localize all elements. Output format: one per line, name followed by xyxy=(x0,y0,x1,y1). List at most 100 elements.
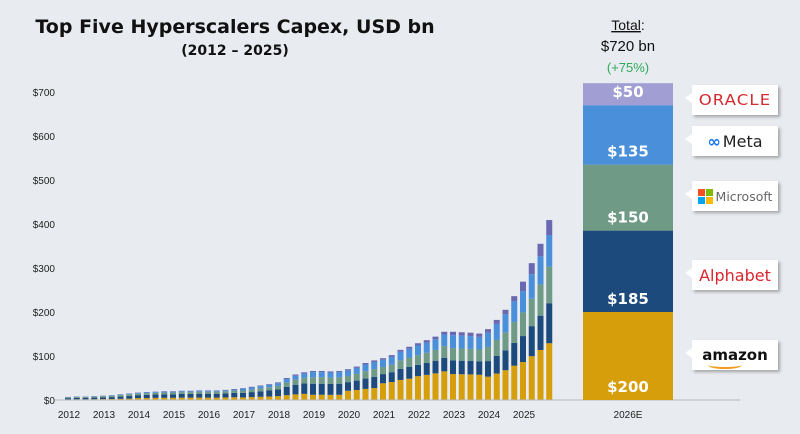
bar-segment-meta xyxy=(432,339,439,350)
bar-segment-microsoft xyxy=(135,393,141,396)
bar-stack xyxy=(485,329,491,400)
bar-segment-amazon xyxy=(222,397,229,400)
bar-stack xyxy=(520,281,526,400)
bar-segment-microsoft xyxy=(485,346,491,362)
forecast-segment-meta xyxy=(583,105,673,165)
bar-segment-meta xyxy=(170,391,176,393)
bar-segment-oracle xyxy=(345,369,351,371)
bar-segment-meta xyxy=(380,359,386,367)
bar-stack xyxy=(135,392,141,400)
bar-segment-oracle xyxy=(283,378,290,380)
growth-label: (+75%) xyxy=(607,60,649,75)
bar-segment-meta xyxy=(178,391,185,393)
bar-segment-alphabet xyxy=(423,362,430,375)
bar-segment-amazon xyxy=(275,396,281,400)
bar-segment-microsoft xyxy=(388,364,395,373)
bar-segment-oracle xyxy=(397,349,404,352)
bar-segment-amazon xyxy=(388,382,395,400)
bar-segment-alphabet xyxy=(283,386,290,396)
bar-segment-alphabet xyxy=(240,392,246,398)
bar-segment-amazon xyxy=(126,398,133,400)
x-tick-label: 2015 xyxy=(163,410,186,421)
bar-segment-meta xyxy=(292,375,299,380)
bar-stack xyxy=(117,394,124,400)
bar-segment-alphabet xyxy=(450,360,456,375)
bar-segment-amazon xyxy=(213,397,220,400)
bar-segment-microsoft xyxy=(213,391,220,394)
bar-segment-alphabet xyxy=(345,382,351,391)
bar-segment-alphabet xyxy=(231,392,238,398)
bar-segment-microsoft xyxy=(91,396,98,398)
y-tick-label: $200 xyxy=(33,308,56,319)
bar-segment-meta xyxy=(502,314,509,333)
bar-segment-amazon xyxy=(248,397,255,400)
bar-segment-microsoft xyxy=(310,377,316,384)
bar-segment-meta xyxy=(161,391,168,393)
bar-segment-microsoft xyxy=(502,332,509,351)
bar-segment-meta xyxy=(423,342,430,353)
bar-segment-alphabet xyxy=(213,393,220,398)
meta-logo: ∞ Meta xyxy=(707,132,762,151)
bar-stack xyxy=(406,346,413,400)
bar-segment-oracle xyxy=(511,296,518,302)
bar-segment-microsoft xyxy=(406,357,413,367)
bar-stack xyxy=(108,395,115,400)
bar-segment-alphabet xyxy=(546,303,553,344)
bar-segment-meta xyxy=(205,390,211,392)
bar-segment-amazon xyxy=(441,371,448,400)
bar-segment-meta xyxy=(126,393,133,395)
bar-segment-alphabet xyxy=(441,357,448,372)
bar-segment-amazon xyxy=(231,397,238,400)
bar-segment-amazon xyxy=(371,388,378,400)
bar-stack xyxy=(205,390,211,400)
bar-segment-oracle xyxy=(528,263,535,275)
amazon-logo-callout: amazon xyxy=(685,340,778,370)
bar-stack xyxy=(152,391,159,400)
bar-segment-alphabet xyxy=(152,394,159,398)
bar-segment-oracle xyxy=(537,243,544,257)
bar-segment-microsoft xyxy=(397,360,404,369)
bar-stack xyxy=(546,220,553,400)
x-tick-label: 2012 xyxy=(58,410,81,421)
bar-stack xyxy=(240,388,246,400)
x-tick-label: 2013 xyxy=(93,410,116,421)
alphabet-logo-callout: Alphabet xyxy=(685,260,778,290)
bar-segment-oracle xyxy=(353,366,360,368)
bar-segment-amazon xyxy=(380,383,386,400)
bar-segment-microsoft xyxy=(520,312,526,337)
bar-segment-alphabet xyxy=(248,392,255,398)
amazon-logo: amazon xyxy=(702,346,768,369)
bar-segment-amazon xyxy=(336,394,343,400)
total-value: $720 bn xyxy=(601,38,655,55)
bar-segment-alphabet xyxy=(117,396,124,399)
bar-segment-alphabet xyxy=(397,368,404,380)
bar-stack xyxy=(100,395,106,400)
alphabet-logo: Alphabet xyxy=(699,265,771,285)
bar-segment-alphabet xyxy=(528,326,535,357)
bar-segment-alphabet xyxy=(502,350,509,371)
bar-stack xyxy=(73,396,80,400)
bar-segment-microsoft xyxy=(205,391,211,394)
bar-segment-oracle xyxy=(493,319,500,324)
bar-segment-alphabet xyxy=(520,336,526,363)
bar-segment-microsoft xyxy=(301,377,308,384)
bar-stack xyxy=(467,332,474,400)
bar-segment-alphabet xyxy=(257,391,264,397)
bar-segment-meta xyxy=(362,364,369,372)
bar-segment-oracle xyxy=(318,370,325,373)
bar-segment-alphabet xyxy=(371,377,378,389)
bar-segment-alphabet xyxy=(476,361,483,375)
forecast-segment-label: $200 xyxy=(607,378,649,396)
x-tick-label: 2017 xyxy=(233,410,256,421)
bar-segment-alphabet xyxy=(196,393,203,398)
amazon-logo-text: amazon xyxy=(702,346,768,364)
bar-segment-meta xyxy=(143,392,150,394)
bar-segment-amazon xyxy=(502,370,509,400)
bar-segment-oracle xyxy=(380,358,386,360)
bar-segment-meta xyxy=(476,336,483,350)
bar-segment-oracle xyxy=(406,346,413,349)
oracle-logo: ORACLE xyxy=(698,91,772,109)
bar-segment-alphabet xyxy=(432,360,439,374)
bar-segment-microsoft xyxy=(222,391,229,394)
bar-segment-alphabet xyxy=(458,360,465,375)
